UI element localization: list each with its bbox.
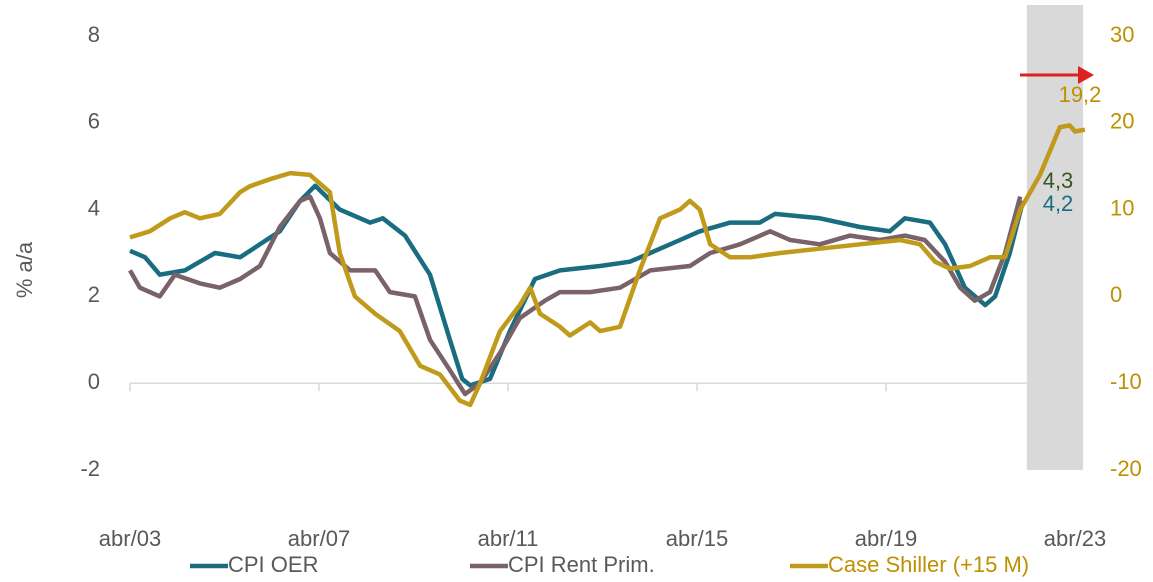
annotation: 19,2 (1059, 82, 1102, 107)
arrow (1020, 66, 1094, 84)
y-tick-label: -2 (80, 456, 100, 481)
series-line (128, 194, 1023, 397)
y-tick-label: 6 (88, 109, 100, 134)
y2-tick-label: 20 (1110, 109, 1134, 134)
y-tick-label: 2 (88, 282, 100, 307)
y2-tick-label: 30 (1110, 22, 1134, 47)
legend-label: CPI OER (228, 552, 318, 577)
y-axis-label: % a/a (12, 241, 37, 298)
x-tick-label: abr/03 (99, 526, 161, 551)
y2-tick-label: 0 (1110, 282, 1122, 307)
background-layer (129, 5, 1084, 470)
y2-tick-label: 10 (1110, 195, 1134, 220)
series-line (129, 183, 1026, 388)
lines-layer (128, 123, 1086, 408)
arrow-head (1078, 66, 1094, 84)
x-tick-label: abr/19 (855, 526, 917, 551)
annotation: 4,3 (1043, 168, 1074, 193)
x-tick-label: abr/23 (1044, 526, 1106, 551)
y-tick-label: 0 (88, 369, 100, 394)
legend-label: CPI Rent Prim. (508, 552, 655, 577)
y-tick-label: 4 (88, 195, 100, 220)
x-tick-label: abr/11 (478, 526, 539, 551)
shaded-region (1026, 5, 1084, 470)
legend-label: Case Shiller (+15 M) (828, 552, 1029, 577)
series-line (129, 123, 1086, 408)
annotation: 4,2 (1043, 191, 1074, 216)
y-tick-label: 8 (88, 22, 100, 47)
x-tick-label: abr/15 (666, 526, 728, 551)
x-tick-label: abr/07 (288, 526, 350, 551)
y2-tick-label: -10 (1110, 369, 1142, 394)
y2-tick-label: -20 (1110, 456, 1142, 481)
